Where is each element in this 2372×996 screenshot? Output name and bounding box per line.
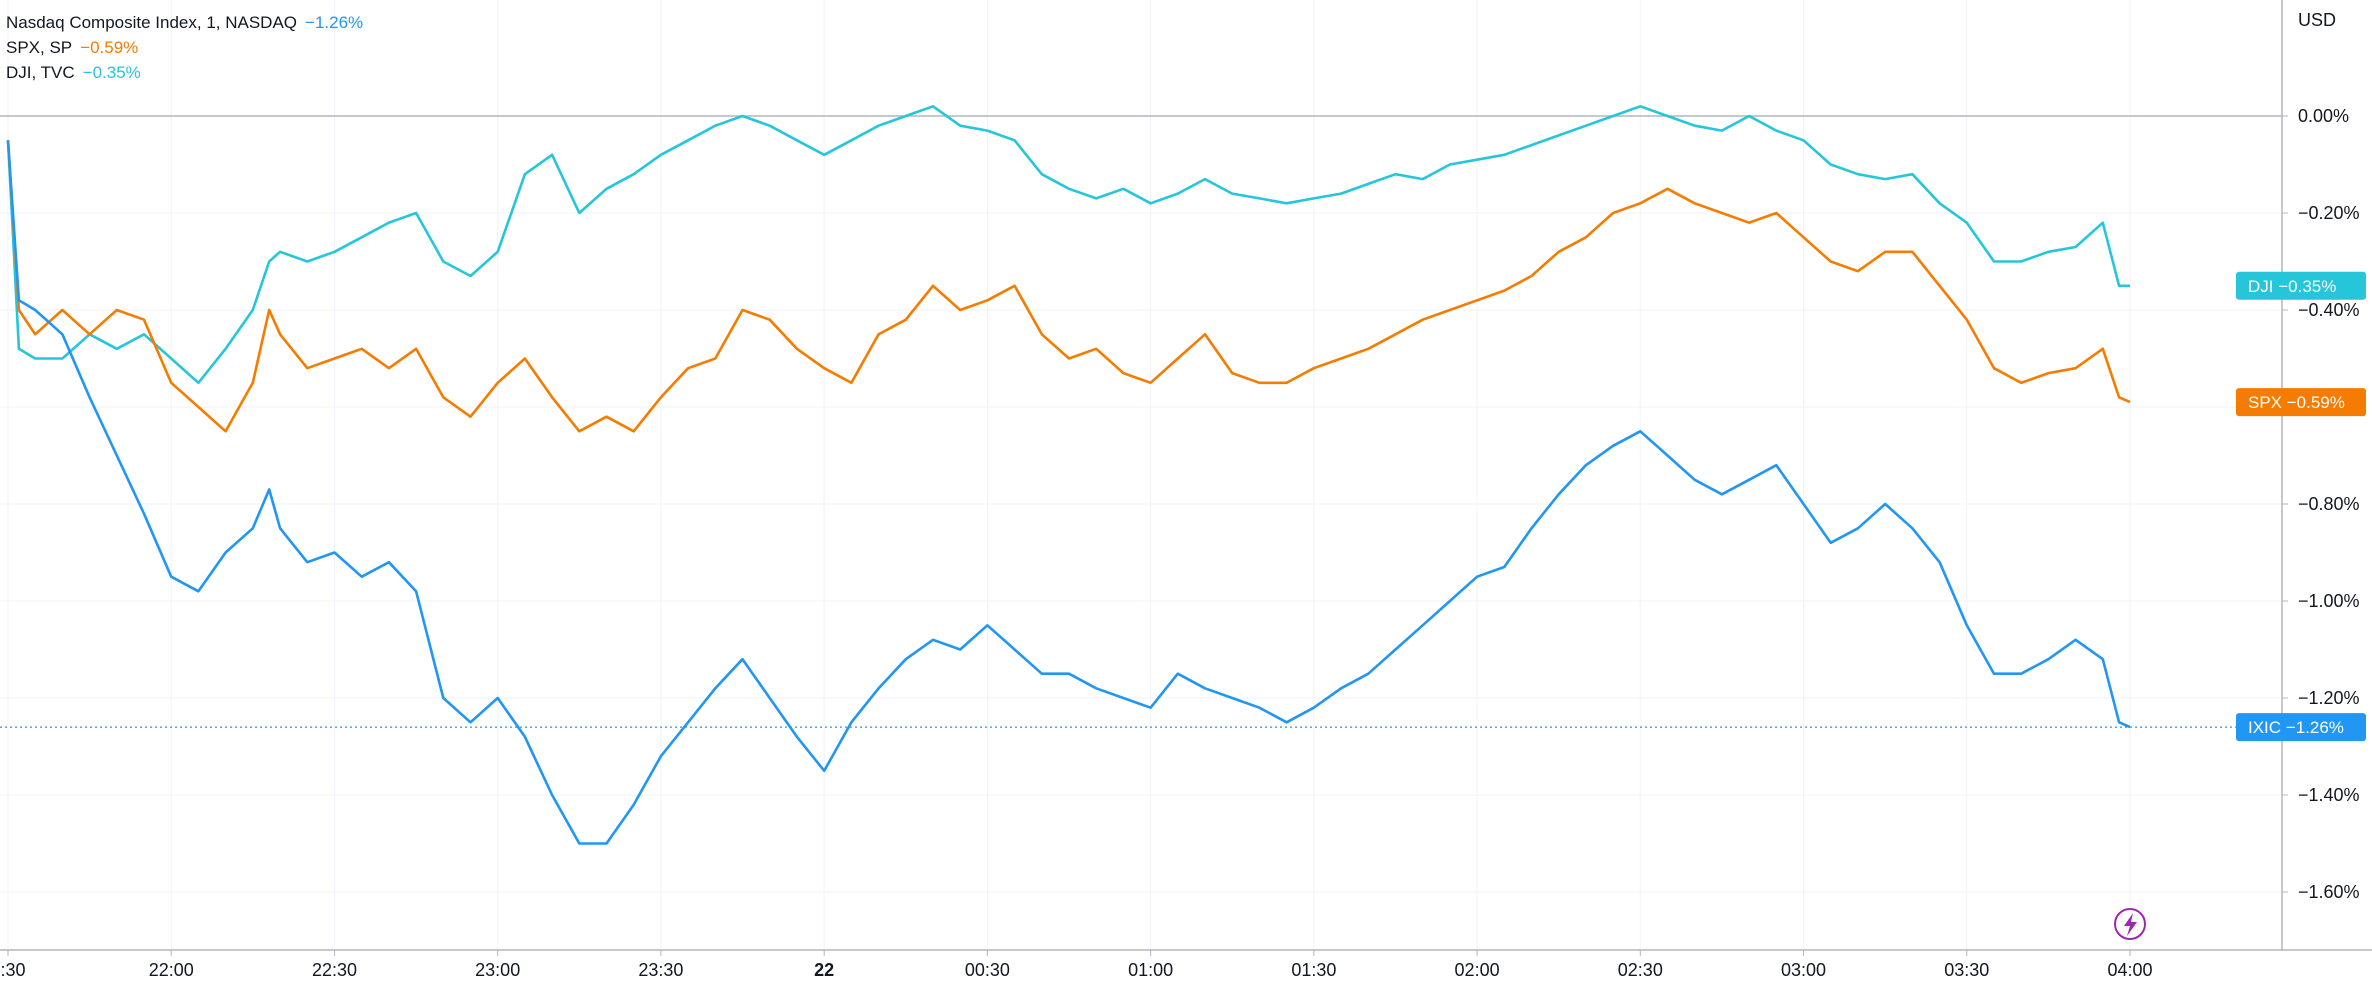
badge-label: IXIC −1.26% [2248, 718, 2344, 737]
y-tick-label: −1.00% [2298, 591, 2360, 611]
x-tick-label: 03:30 [1944, 960, 1989, 980]
x-tick-label: 23:00 [475, 960, 520, 980]
x-tick-label: 02:30 [1618, 960, 1663, 980]
legend-value: −1.26% [305, 13, 364, 32]
x-tick-label: 01:00 [1128, 960, 1173, 980]
badge-background [2236, 713, 2366, 742]
legend-label: DJI, TVC [6, 63, 75, 82]
x-tick-label: 1:30 [0, 960, 26, 980]
grid-lines [0, 0, 2282, 950]
y-tick-label: −0.80% [2298, 494, 2360, 514]
x-tick-label: 22:30 [312, 960, 357, 980]
series-line-ixic [6, 140, 2131, 845]
lightning-bolt [2124, 913, 2137, 936]
y-tick-label: 0.00% [2298, 106, 2349, 126]
legend-value: −0.35% [82, 63, 141, 82]
x-tick-label: 02:00 [1455, 960, 1500, 980]
badge-label: DJI −0.35% [2248, 277, 2336, 296]
badge-label: SPX −0.59% [2248, 393, 2345, 412]
last-value-badges: DJI −0.35% SPX −0.59% IXIC −1.26% [2236, 271, 2366, 742]
lightning-bolt-icon[interactable] [2114, 908, 2146, 940]
y-tick-label: −1.20% [2298, 688, 2360, 708]
badge-dji: DJI −0.35% [2236, 271, 2366, 300]
x-tick-label: 00:30 [965, 960, 1010, 980]
legend: Nasdaq Composite Index, 1, NASDAQ −1.26% … [6, 10, 363, 85]
legend-label: Nasdaq Composite Index, 1, NASDAQ [6, 13, 298, 32]
legend-item-dji[interactable]: DJI, TVC −0.35% [6, 60, 363, 85]
x-tick-label: 03:00 [1781, 960, 1826, 980]
time-axis[interactable]: 1:30 22:00 22:30 23:00 23:30 22 00:30 01:00 01:3… [0, 950, 2153, 980]
badge-background [2236, 388, 2366, 417]
badge-spx: SPX −0.59% [2236, 388, 2366, 417]
x-tick-label: 04:00 [2107, 960, 2152, 980]
legend-value: −0.59% [80, 38, 139, 57]
x-tick-label: 23:30 [638, 960, 683, 980]
series-lines [0, 105, 2282, 845]
x-tick-label: 01:30 [1291, 960, 1336, 980]
y-tick-label: −0.20% [2298, 203, 2360, 223]
legend-label: SPX, SP [6, 38, 73, 57]
series-line-dji [6, 105, 2130, 385]
y-tick-label: −1.60% [2298, 882, 2360, 902]
currency-label: USD [2298, 10, 2336, 30]
series-line-spx [6, 140, 2131, 433]
x-tick-label: 22 [814, 960, 834, 980]
badge-ixic: IXIC −1.26% [2236, 713, 2366, 742]
legend-item-ixic[interactable]: Nasdaq Composite Index, 1, NASDAQ −1.26% [6, 10, 363, 35]
y-tick-label: −0.40% [2298, 300, 2360, 320]
x-tick-label: 22:00 [149, 960, 194, 980]
legend-item-spx[interactable]: SPX, SP −0.59% [6, 35, 363, 60]
y-tick-label: −1.40% [2298, 785, 2360, 805]
badge-background [2236, 271, 2366, 300]
price-axis[interactable]: 0.00%−0.20%−0.40%−0.60%−0.80%−1.00%−1.20… [2282, 106, 2360, 902]
